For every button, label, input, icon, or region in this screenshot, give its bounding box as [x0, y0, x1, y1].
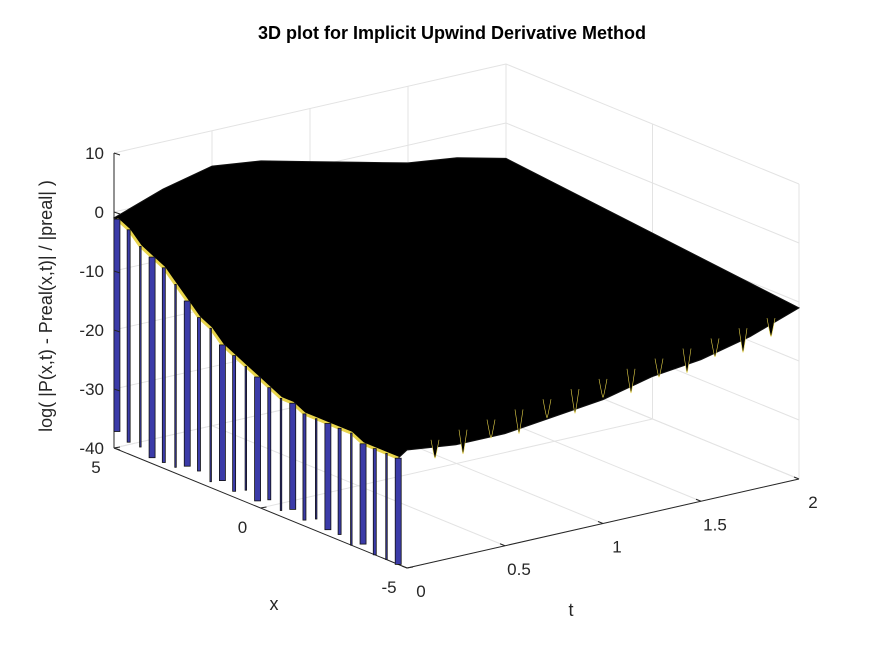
- x-tick-mark: [260, 506, 267, 509]
- surface-spike: [350, 432, 353, 546]
- t-tick-mark: [597, 521, 604, 524]
- z-tick-label: -10: [79, 262, 104, 281]
- surface-dip: [514, 409, 524, 434]
- x-tick-label: 0: [238, 518, 247, 537]
- surface-dip: [486, 419, 496, 439]
- grid-line-side-z: [505, 122, 800, 244]
- z-tick-mark: [113, 388, 121, 392]
- x-tick-label: -5: [381, 578, 396, 597]
- z-tick-label: 10: [85, 144, 104, 163]
- t-tick-label: 2: [808, 493, 817, 512]
- z-tick-mark: [113, 211, 121, 215]
- t-tick-mark: [695, 498, 702, 502]
- surface-spike: [148, 256, 156, 459]
- surface-dip: [738, 328, 748, 353]
- z-tick-mark: [113, 329, 121, 333]
- surface-dip: [626, 368, 636, 394]
- surface-dip: [542, 399, 552, 418]
- surface-spike: [139, 245, 142, 448]
- spike-layer: [113, 218, 402, 565]
- surface-spike: [337, 427, 342, 535]
- surface-dip: [598, 378, 608, 398]
- z-tick-label: -40: [79, 439, 104, 458]
- t-tick-label: 1: [612, 538, 621, 557]
- surface-dip: [458, 429, 468, 455]
- surface-spike: [315, 418, 318, 520]
- surface-dip: [570, 389, 580, 414]
- z-tick-label: 0: [95, 203, 104, 222]
- t-tick-label: 0: [416, 582, 425, 601]
- t-tick-mark: [499, 543, 506, 547]
- grid-line-side-z: [505, 63, 800, 185]
- z-tick-mark: [113, 270, 121, 274]
- z-tick-mark: [113, 447, 121, 451]
- z-axis-label: log( |P(x,t) - Preal(x,t)| / |preal| ): [36, 180, 56, 432]
- z-tick-label: -30: [79, 380, 104, 399]
- grid-line-back-z: [113, 63, 507, 154]
- surface-spike: [324, 423, 332, 531]
- surface-spike: [267, 387, 272, 501]
- surface-spike: [197, 317, 201, 472]
- chart-title: 3D plot for Implicit Upwind Derivative M…: [258, 23, 646, 43]
- surface-dip: [654, 358, 664, 378]
- t-tick-mark: [401, 565, 408, 569]
- t-tick-mark: [793, 476, 800, 480]
- t-tick-label: 0.5: [507, 560, 531, 579]
- surface-dip: [430, 439, 440, 459]
- surface-spike: [359, 443, 367, 545]
- surface-spike: [161, 267, 166, 463]
- surface-spike: [113, 218, 121, 432]
- surface-spike: [183, 300, 191, 467]
- x-tick-label: 5: [91, 458, 100, 477]
- surface-dip: [710, 338, 720, 357]
- x-tick-mark: [406, 566, 414, 569]
- surface-spike: [302, 413, 307, 521]
- surface-spike: [394, 457, 402, 565]
- t-tick-label: 1.5: [703, 515, 727, 534]
- surface-spike: [219, 344, 226, 481]
- tick-layer: 0 0.5 1 1.5 2 5 0 -5 10 0 -10 -20 -30 -40: [79, 144, 817, 601]
- z-tick-label: -20: [79, 321, 104, 340]
- surface-spike: [254, 376, 261, 502]
- surface-dip: [766, 318, 776, 337]
- surface-spike: [244, 365, 248, 491]
- surface-spike: [372, 448, 377, 556]
- surface-dip: [682, 348, 692, 373]
- surface-spike: [385, 452, 388, 560]
- surface-spike: [126, 229, 131, 443]
- dip-layer: [430, 318, 776, 459]
- surface-spike: [279, 397, 283, 511]
- surface-spike: [209, 327, 212, 483]
- surface-spike: [289, 402, 297, 510]
- z-tick-mark: [113, 152, 121, 156]
- x-axis-label: x: [270, 594, 279, 614]
- surface-spike: [232, 355, 237, 492]
- surface-spike: [174, 283, 177, 468]
- t-axis-label: t: [568, 600, 573, 620]
